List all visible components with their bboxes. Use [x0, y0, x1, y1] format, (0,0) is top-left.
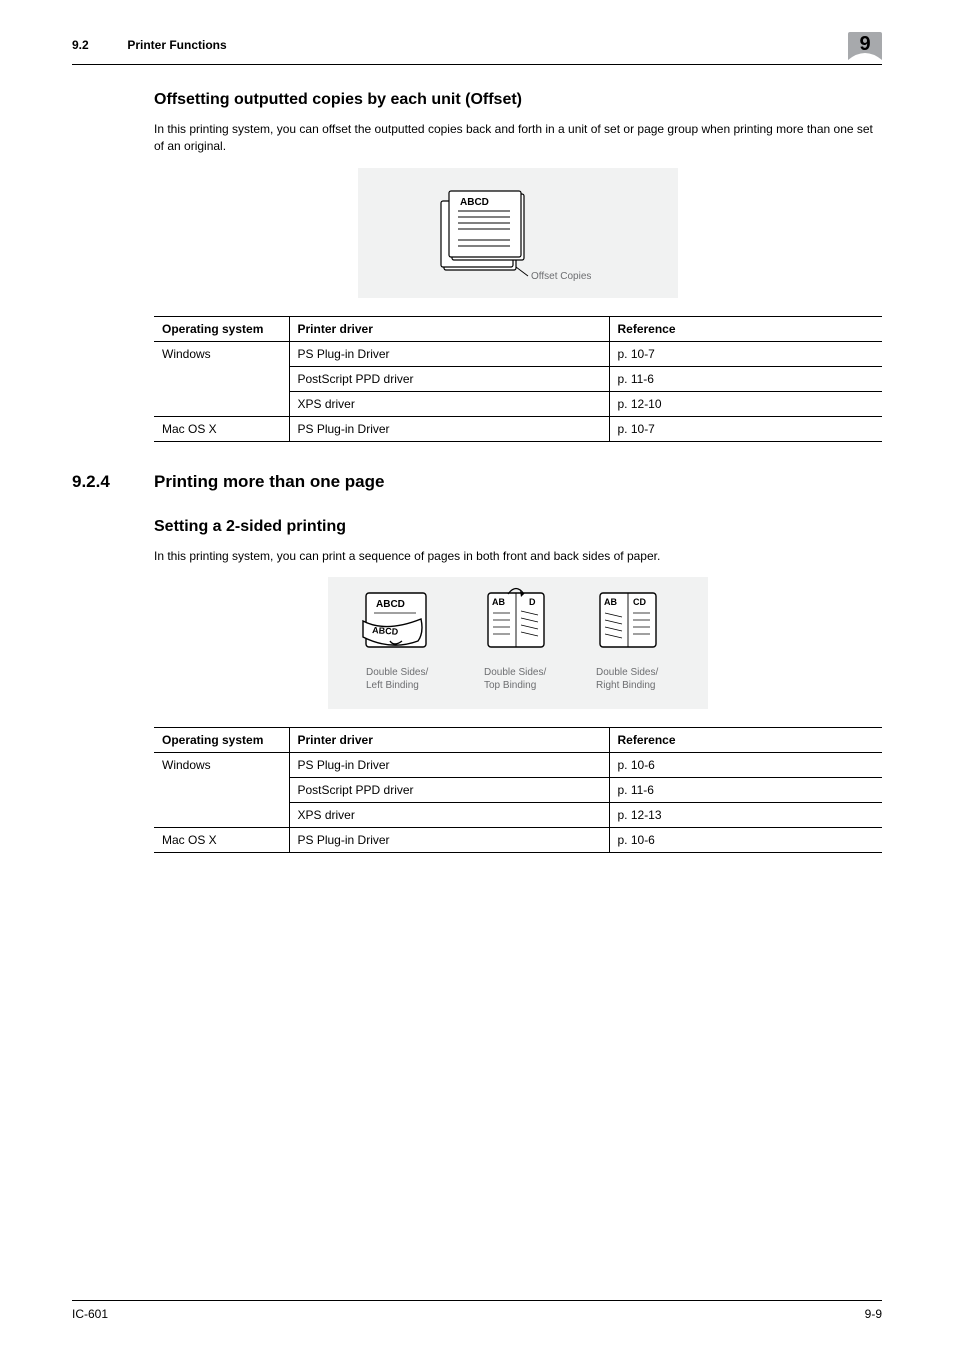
badge-curve-icon	[848, 52, 882, 60]
table-row: Mac OS X PS Plug-in Driver p. 10-7	[154, 416, 882, 441]
cell-drv: XPS driver	[289, 803, 609, 828]
page-header: 9.2 Printer Functions 9	[72, 38, 882, 65]
multipage-section-number: 9.2.4	[72, 472, 154, 492]
cell-drv: PostScript PPD driver	[289, 366, 609, 391]
twosided-th-os: Operating system	[154, 728, 289, 753]
offset-th-ref: Reference	[609, 316, 882, 341]
header-section: 9.2 Printer Functions	[72, 38, 227, 52]
cell-drv: PS Plug-in Driver	[289, 341, 609, 366]
twosided-diagram: ABCD ABCD Double Sides/ Left Binding AB …	[328, 577, 708, 709]
offset-th-os: Operating system	[154, 316, 289, 341]
table-row: Windows PS Plug-in Driver p. 10-6	[154, 753, 882, 778]
offset-th-drv: Printer driver	[289, 316, 609, 341]
twosided-table: Operating system Printer driver Referenc…	[154, 727, 882, 853]
cell-ref: p. 12-13	[609, 803, 882, 828]
offset-body: In this printing system, you can offset …	[154, 121, 882, 156]
offset-table: Operating system Printer driver Referenc…	[154, 316, 882, 442]
offset-diagram-svg: ABCD Offset Copies	[408, 178, 628, 288]
cell-os: Windows	[154, 341, 289, 416]
rightbind-ll: AB	[604, 597, 617, 607]
footer-left: IC-601	[72, 1307, 108, 1321]
cell-drv: PostScript PPD driver	[289, 778, 609, 803]
cell-ref: p. 12-10	[609, 391, 882, 416]
topbind-cap1: Double Sides/	[484, 667, 546, 678]
rightbind-cap1: Double Sides/	[596, 667, 658, 678]
cell-drv: PS Plug-in Driver	[289, 753, 609, 778]
cell-drv: PS Plug-in Driver	[289, 416, 609, 441]
twosided-th-drv: Printer driver	[289, 728, 609, 753]
leftbind-cap2: Left Binding	[366, 680, 419, 691]
table-row: Windows PS Plug-in Driver p. 10-7	[154, 341, 882, 366]
twosided-diagram-svg: ABCD ABCD Double Sides/ Left Binding AB …	[338, 583, 698, 703]
multipage-section-header: 9.2.4 Printing more than one page	[72, 472, 882, 492]
cell-ref: p. 11-6	[609, 778, 882, 803]
footer-right: 9-9	[865, 1307, 882, 1321]
offset-diagram-caption: Offset Copies	[531, 271, 591, 282]
cell-ref: p. 10-7	[609, 416, 882, 441]
cell-os: Mac OS X	[154, 828, 289, 853]
table-row: Mac OS X PS Plug-in Driver p. 10-6	[154, 828, 882, 853]
cell-ref: p. 11-6	[609, 366, 882, 391]
twosided-heading: Setting a 2-sided printing	[154, 518, 882, 536]
topbind-ll: AB	[492, 597, 505, 607]
header-section-title: Printer Functions	[127, 38, 226, 52]
topbind-lr: D	[529, 597, 536, 607]
twosided-th-ref: Reference	[609, 728, 882, 753]
cell-os: Mac OS X	[154, 416, 289, 441]
header-section-number: 9.2	[72, 38, 124, 52]
cell-ref: p. 10-7	[609, 341, 882, 366]
cell-os: Windows	[154, 753, 289, 828]
cell-drv: PS Plug-in Driver	[289, 828, 609, 853]
cell-ref: p. 10-6	[609, 828, 882, 853]
offset-diagram: ABCD Offset Copies	[358, 168, 678, 298]
cell-drv: XPS driver	[289, 391, 609, 416]
page-footer: IC-601 9-9	[72, 1300, 882, 1321]
leftbind-cap1: Double Sides/	[366, 667, 428, 678]
offset-heading: Offsetting outputted copies by each unit…	[154, 91, 882, 109]
rightbind-cap2: Right Binding	[596, 680, 655, 691]
chapter-badge: 9	[848, 32, 882, 60]
topbind-cap2: Top Binding	[484, 680, 536, 691]
cell-ref: p. 10-6	[609, 753, 882, 778]
multipage-section-title: Printing more than one page	[154, 472, 384, 492]
leftbind-label: ABCD	[376, 599, 405, 610]
twosided-body: In this printing system, you can print a…	[154, 548, 882, 565]
leftbind-back-label: ABCD	[372, 625, 399, 637]
rightbind-lr: CD	[633, 597, 646, 607]
offset-diagram-label: ABCD	[460, 197, 489, 208]
